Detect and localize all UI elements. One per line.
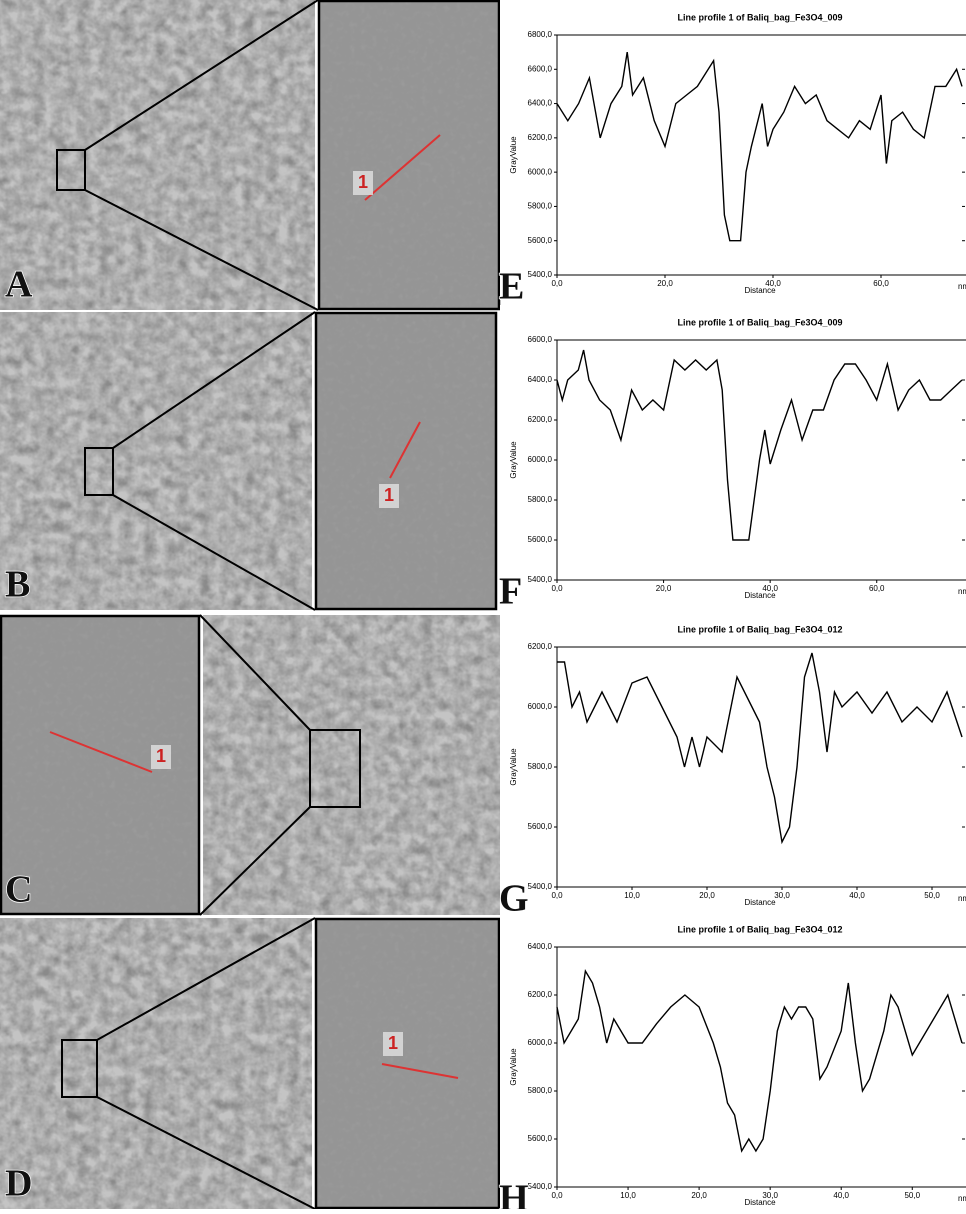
panel-letter: F	[499, 571, 522, 613]
panel-letter: H	[499, 1178, 529, 1209]
chart-title: Line profile 1 of Baliq_bag_Fe3O4_012	[677, 924, 842, 934]
x-tick-label: 0,0	[551, 1191, 563, 1200]
y-tick-label: 5800,0	[528, 1086, 553, 1095]
y-tick-label: 5600,0	[528, 236, 553, 245]
x-tick-label: 0,0	[551, 584, 563, 593]
y-tick-label: 5600,0	[528, 822, 553, 831]
x-axis-label: Distance	[744, 1198, 776, 1207]
micrograph-texture	[0, 0, 315, 310]
x-tick-label: 0,0	[551, 891, 563, 900]
profile-marker: 1	[156, 746, 166, 766]
chart-title: Line profile 1 of Baliq_bag_Fe3O4_012	[677, 624, 842, 634]
y-axis-label: GrayValue	[509, 136, 518, 174]
y-tick-label: 6200,0	[528, 990, 553, 999]
x-tick-label: 20,0	[656, 584, 672, 593]
y-tick-label: 5400,0	[528, 270, 553, 279]
y-tick-label: 5400,0	[528, 882, 553, 891]
profile-marker: 1	[388, 1033, 398, 1053]
x-tick-label: 50,0	[924, 891, 940, 900]
panel-letter: D	[5, 1163, 32, 1205]
inset-texture	[315, 312, 497, 610]
x-tick-label: 30,0	[774, 891, 790, 900]
y-tick-label: 6400,0	[528, 375, 553, 384]
chart-bg	[500, 0, 966, 300]
panel-letter: A	[5, 264, 33, 306]
y-tick-label: 6000,0	[528, 167, 553, 176]
x-axis-label: Distance	[744, 898, 776, 907]
micrograph-texture	[0, 918, 312, 1209]
chart-bg	[500, 612, 966, 912]
y-tick-label: 6400,0	[528, 942, 553, 951]
figure: 1A1B1C1DLine profile 1 of Baliq_bag_Fe3O…	[0, 0, 966, 1209]
y-tick-label: 5600,0	[528, 535, 553, 544]
x-unit: nm	[958, 1194, 966, 1203]
image-panel: 1B	[0, 312, 497, 610]
x-unit: nm	[958, 894, 966, 903]
x-axis-label: Distance	[744, 591, 776, 600]
y-tick-label: 6600,0	[528, 64, 553, 73]
x-axis-label: Distance	[744, 286, 776, 295]
chart-bg	[500, 912, 966, 1209]
profile-marker: 1	[384, 485, 394, 505]
inset-texture	[318, 0, 500, 310]
x-tick-label: 10,0	[620, 1191, 636, 1200]
y-tick-label: 5400,0	[528, 575, 553, 584]
x-tick-label: 40,0	[849, 891, 865, 900]
y-tick-label: 5800,0	[528, 495, 553, 504]
chart-title: Line profile 1 of Baliq_bag_Fe3O4_009	[677, 317, 842, 327]
y-tick-label: 6200,0	[528, 415, 553, 424]
micrograph-texture	[0, 312, 312, 610]
chart: Line profile 1 of Baliq_bag_Fe3O4_012 540…	[499, 612, 966, 920]
y-tick-label: 6000,0	[528, 455, 553, 464]
y-tick-label: 6200,0	[528, 133, 553, 142]
image-panel: 1C	[0, 615, 500, 915]
x-tick-label: 40,0	[833, 1191, 849, 1200]
y-tick-label: 5800,0	[528, 762, 553, 771]
micrograph-texture	[203, 615, 500, 915]
x-unit: nm	[958, 282, 966, 291]
x-tick-label: 0,0	[551, 279, 563, 288]
panel-letter: C	[5, 869, 32, 911]
y-tick-label: 6800,0	[528, 30, 553, 39]
x-tick-label: 20,0	[691, 1191, 707, 1200]
y-tick-label: 5800,0	[528, 202, 553, 211]
chart-bg	[500, 305, 966, 605]
profile-marker: 1	[358, 172, 368, 192]
chart: Line profile 1 of Baliq_bag_Fe3O4_012 540…	[499, 912, 966, 1209]
x-tick-label: 60,0	[869, 584, 885, 593]
x-tick-label: 20,0	[657, 279, 673, 288]
y-axis-label: GrayValue	[509, 441, 518, 479]
chart: Line profile 1 of Baliq_bag_Fe3O4_009 540…	[499, 305, 966, 613]
x-unit: nm	[958, 587, 966, 596]
panel-letter: B	[5, 564, 30, 606]
x-tick-label: 50,0	[904, 1191, 920, 1200]
y-tick-label: 6200,0	[528, 642, 553, 651]
panel-letter: E	[499, 266, 524, 308]
y-axis-label: GrayValue	[509, 1048, 518, 1086]
x-tick-label: 60,0	[873, 279, 889, 288]
image-panel: 1D	[0, 918, 500, 1209]
y-tick-label: 6000,0	[528, 1038, 553, 1047]
y-tick-label: 6400,0	[528, 99, 553, 108]
chart: Line profile 1 of Baliq_bag_Fe3O4_009 540…	[499, 0, 966, 308]
chart-title: Line profile 1 of Baliq_bag_Fe3O4_009	[677, 12, 842, 22]
y-axis-label: GrayValue	[509, 748, 518, 786]
y-tick-label: 5400,0	[528, 1182, 553, 1191]
y-tick-label: 6000,0	[528, 702, 553, 711]
x-tick-label: 20,0	[699, 891, 715, 900]
image-panel: 1A	[0, 0, 500, 310]
y-tick-label: 6600,0	[528, 335, 553, 344]
inset-texture	[315, 918, 500, 1209]
y-tick-label: 5600,0	[528, 1134, 553, 1143]
x-tick-label: 10,0	[624, 891, 640, 900]
